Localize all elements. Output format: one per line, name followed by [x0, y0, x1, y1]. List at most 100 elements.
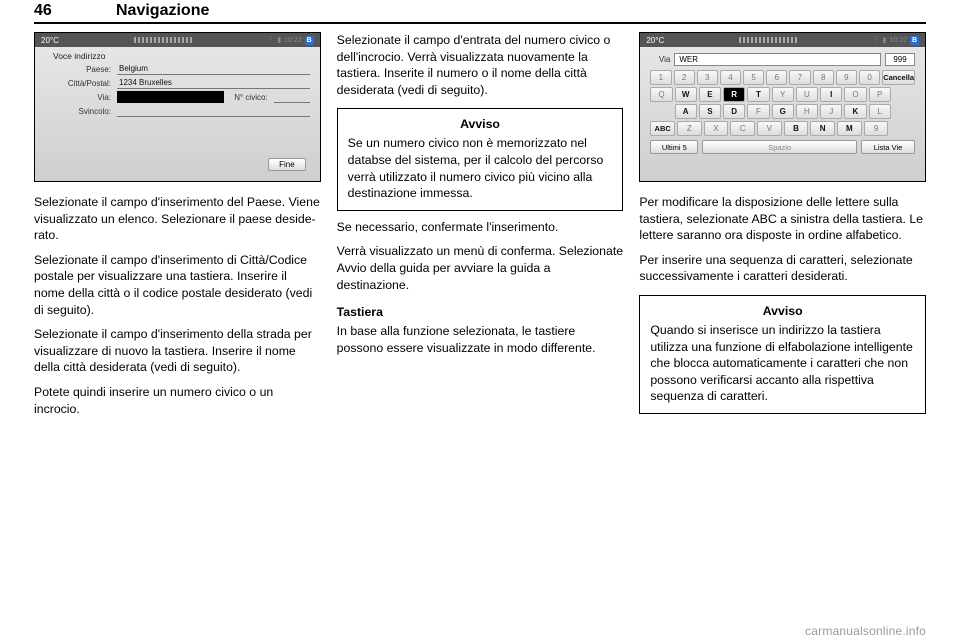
header-rule	[34, 22, 926, 24]
kb-key-P[interactable]: P	[869, 87, 891, 102]
column-3: 20°C ⋮ ▮ 10:22 B Via	[639, 32, 926, 628]
avviso-title-2: Avviso	[650, 304, 915, 318]
col1-p3: Selezionate il campo d'inserimento della…	[34, 326, 321, 376]
column-1: 20°C ⋮ ▮ 10:22 B Voce indirizzo	[34, 32, 321, 628]
kb-key-H[interactable]: H	[796, 104, 818, 119]
kb-key-C[interactable]: C	[730, 121, 755, 136]
kb-key-2[interactable]: 2	[674, 70, 695, 85]
signal-icon-2: ▮	[883, 36, 887, 44]
kb-key-F[interactable]: F	[747, 104, 769, 119]
kb-key-E[interactable]: E	[699, 87, 721, 102]
signal-icon: ▮	[277, 36, 281, 44]
label-citta: Città/Postal:	[45, 79, 113, 88]
kb-key-6[interactable]: 6	[766, 70, 787, 85]
row-citta: Città/Postal: 1234 Bruxelles	[45, 77, 310, 89]
kb-key-O[interactable]: O	[844, 87, 866, 102]
avviso-block-2: Avviso Quando si inserisce un indirizzo …	[639, 295, 926, 414]
col3-p1: Per modificare la disposizione delle let…	[639, 194, 926, 244]
kb-key-9[interactable]: 9	[864, 121, 889, 136]
kb-key-G[interactable]: G	[772, 104, 794, 119]
col1-p1: Selezionate il campo d'inserimento del P…	[34, 194, 321, 244]
spazio-button[interactable]: Spazio	[702, 140, 857, 154]
column-2: Selezionate il campo d'entrata del nu­me…	[337, 32, 624, 628]
time-2: 10:22	[889, 37, 907, 44]
kb-key-J[interactable]: J	[820, 104, 842, 119]
screenshot-address-entry: 20°C ⋮ ▮ 10:22 B Voce indirizzo	[34, 32, 321, 182]
ultimi-button[interactable]: Ultimi 5	[650, 140, 698, 154]
kb-num-field[interactable]: 999	[885, 53, 915, 66]
kb-key-V[interactable]: V	[757, 121, 782, 136]
kb-key-I[interactable]: I	[820, 87, 842, 102]
row-via: Via: N° civico:	[45, 91, 310, 103]
kb-key-5[interactable]: 5	[743, 70, 764, 85]
lista-button[interactable]: Lista Vie	[861, 140, 915, 154]
kb-key-3[interactable]: 3	[697, 70, 718, 85]
field-civico[interactable]	[274, 91, 310, 103]
fine-button[interactable]: Fine	[268, 158, 306, 171]
topbar-ticks-2	[739, 37, 797, 43]
kb-key-L[interactable]: L	[869, 104, 891, 119]
avviso-text-2: Quando si inserisce un indirizzo la tast…	[650, 322, 915, 405]
topbar-temp-1: 20°C	[41, 36, 59, 45]
avviso-block-1: Avviso Se un numero civico non è memo­ri…	[337, 108, 624, 210]
kb-row-1: 1234567890Cancella	[650, 70, 915, 85]
kb-key-R[interactable]: R	[723, 87, 745, 102]
cancella-button[interactable]: Cancella	[882, 70, 915, 85]
kb-via-label: Via	[650, 55, 670, 64]
kb-key-1[interactable]: 1	[650, 70, 671, 85]
kb-key-8[interactable]: 8	[813, 70, 834, 85]
col2-p4: In base alla funzione selezionata, le ta…	[337, 323, 624, 356]
screenshot-keyboard: 20°C ⋮ ▮ 10:22 B Via	[639, 32, 926, 182]
screen-topbar-2: 20°C ⋮ ▮ 10:22 B	[640, 33, 925, 47]
field-citta[interactable]: 1234 Bruxelles	[117, 77, 310, 89]
section-title: Navigazione	[116, 2, 209, 20]
row-paese: Paese: Belgium	[45, 63, 310, 75]
kb-key-Z[interactable]: Z	[677, 121, 702, 136]
field-via[interactable]	[117, 91, 224, 103]
kb-key-W[interactable]: W	[675, 87, 697, 102]
screen-title-1: Voce indirizzo	[45, 51, 310, 61]
bluetooth-icon-2: B	[910, 36, 919, 45]
col3-p2: Per inserire una sequenza di carat­teri,…	[639, 252, 926, 285]
kb-bottom-row: Ultimi 5 Spazio Lista Vie	[650, 140, 915, 154]
page-number: 46	[34, 2, 52, 20]
topbar-ticks-1	[134, 37, 192, 43]
col2-p1: Selezionate il campo d'entrata del nu­me…	[337, 32, 624, 98]
kb-key-X[interactable]: X	[704, 121, 729, 136]
kb-key-Y[interactable]: Y	[772, 87, 794, 102]
kb-row-3: ASDFGHJKL	[650, 104, 915, 119]
kb-key-A[interactable]: A	[675, 104, 697, 119]
kb-key-K[interactable]: K	[844, 104, 866, 119]
kb-key-Q[interactable]: Q	[650, 87, 672, 102]
col1-p2: Selezionate il campo d'inserimento di Ci…	[34, 252, 321, 318]
wifi-icon: ⋮	[267, 36, 274, 44]
wifi-icon-2: ⋮	[873, 36, 880, 44]
time-1: 10:22	[284, 37, 302, 44]
screen-frame-1: 20°C ⋮ ▮ 10:22 B Voce indirizzo	[34, 32, 321, 182]
col2-p3: Verrà visualizzato un menù di con­ferma.…	[337, 243, 624, 293]
field-svincolo[interactable]	[117, 105, 310, 117]
col2-h1: Tastiera	[337, 305, 624, 319]
screen-body-1: Voce indirizzo Paese: Belgium Città/Post…	[35, 47, 320, 181]
kb-via-field[interactable]: WER	[674, 53, 881, 66]
kb-key-9[interactable]: 9	[836, 70, 857, 85]
label-paese: Paese:	[45, 65, 113, 74]
kb-key-B[interactable]: B	[784, 121, 809, 136]
kb-rows: 1234567890Cancella QWERTYUIOP ASDFGHJKL …	[650, 70, 915, 136]
topbar-status-2: ⋮ ▮ 10:22 B	[873, 36, 919, 45]
kb-key-U[interactable]: U	[796, 87, 818, 102]
kb-key-S[interactable]: S	[699, 104, 721, 119]
screen-frame-2: 20°C ⋮ ▮ 10:22 B Via	[639, 32, 926, 182]
kb-key-T[interactable]: T	[747, 87, 769, 102]
topbar-temp-2: 20°C	[646, 36, 664, 45]
kb-row-4: ABCZXCVBNM9	[650, 121, 915, 136]
field-paese[interactable]: Belgium	[117, 63, 310, 75]
abc-button[interactable]: ABC	[650, 121, 675, 136]
kb-row-2: QWERTYUIOP	[650, 87, 915, 102]
kb-key-0[interactable]: 0	[859, 70, 880, 85]
kb-key-D[interactable]: D	[723, 104, 745, 119]
kb-key-4[interactable]: 4	[720, 70, 741, 85]
kb-key-N[interactable]: N	[810, 121, 835, 136]
kb-key-M[interactable]: M	[837, 121, 862, 136]
kb-key-7[interactable]: 7	[789, 70, 810, 85]
